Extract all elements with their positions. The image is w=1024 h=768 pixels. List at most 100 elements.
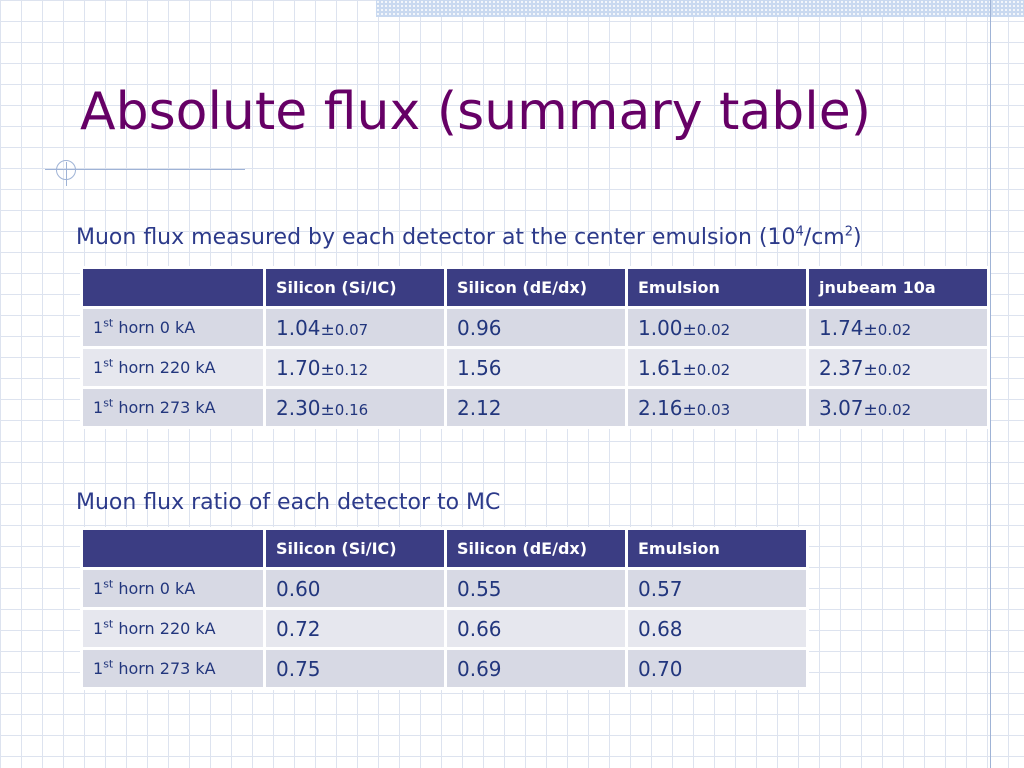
row-label-text: horn 0 kA — [113, 579, 196, 598]
cell-error: 0.02 — [696, 320, 731, 339]
flux-table-header-jnubeam: jnubeam 10a — [809, 269, 987, 306]
table-cell: 1.04±0.07 — [266, 309, 444, 346]
table1-caption-main: Muon flux measured by each detector at t… — [76, 225, 796, 250]
table-cell: 0.75 — [266, 650, 444, 687]
row-label: 1st horn 0 kA — [83, 570, 263, 607]
cell-value: 1.00 — [638, 315, 683, 340]
table1-caption-end: ) — [853, 225, 862, 250]
cell-error: 0.12 — [334, 360, 369, 379]
plus-minus: ± — [682, 359, 697, 380]
table1-caption: Muon flux measured by each detector at t… — [76, 225, 862, 250]
row-label-ordinal: 1 — [93, 619, 104, 638]
row-label-ordinal: 1 — [93, 659, 104, 678]
table-cell: 0.57 — [628, 570, 806, 607]
row-label-text: horn 220 kA — [113, 619, 216, 638]
ratio-table-header-si-dedx: Silicon (dE/dx) — [447, 530, 625, 567]
ratio-table-header-blank — [83, 530, 263, 567]
cell-error: 0.02 — [877, 400, 912, 419]
table-cell: 0.55 — [447, 570, 625, 607]
ratio-table: Silicon (Si/IC) Silicon (dE/dx) Emulsion… — [80, 527, 809, 690]
table-cell: 0.68 — [628, 610, 806, 647]
table-cell: 1.74±0.02 — [809, 309, 987, 346]
title-underline-decoration — [45, 169, 245, 170]
row-label: 1st horn 273 kA — [83, 650, 263, 687]
cell-error: 0.02 — [696, 360, 731, 379]
cell-error: 0.16 — [334, 400, 369, 419]
row-label: 1st horn 0 kA — [83, 309, 263, 346]
row-label-suffix: st — [103, 396, 114, 410]
row-label-ordinal: 1 — [93, 579, 104, 598]
plus-minus: ± — [320, 399, 335, 420]
table-cell: 0.60 — [266, 570, 444, 607]
cell-value: 1.04 — [276, 315, 321, 340]
row-label-text: horn 273 kA — [113, 398, 216, 417]
table-row: 1st horn 273 kA 0.75 0.69 0.70 — [83, 650, 806, 687]
plus-minus: ± — [320, 319, 335, 340]
table2-caption: Muon flux ratio of each detector to MC — [76, 490, 501, 515]
ratio-table-header-si-ic: Silicon (Si/IC) — [266, 530, 444, 567]
cell-error: 0.07 — [334, 320, 369, 339]
table-cell: 2.12 — [447, 389, 625, 426]
corner-pattern-decoration — [376, 0, 1024, 17]
table-cell: 0.66 — [447, 610, 625, 647]
row-label-text: horn 0 kA — [113, 318, 196, 337]
table1-caption-exponent-1: 4 — [795, 224, 804, 240]
row-label: 1st horn 273 kA — [83, 389, 263, 426]
vertical-rule-decoration — [990, 0, 991, 768]
row-label-suffix: st — [103, 617, 114, 631]
table-cell: 1.70±0.12 — [266, 349, 444, 386]
cell-value: 3.07 — [819, 395, 864, 420]
table-row: 1st horn 220 kA 0.72 0.66 0.68 — [83, 610, 806, 647]
row-label-suffix: st — [103, 316, 114, 330]
table-row: 1st horn 0 kA 1.04±0.07 0.96 1.00±0.02 1… — [83, 309, 987, 346]
flux-table-header-emulsion: Emulsion — [628, 269, 806, 306]
flux-table-header-row: Silicon (Si/IC) Silicon (dE/dx) Emulsion… — [83, 269, 987, 306]
row-label: 1st horn 220 kA — [83, 349, 263, 386]
cell-value: 2.16 — [638, 395, 683, 420]
flux-table-header-si-dedx: Silicon (dE/dx) — [447, 269, 625, 306]
table-cell: 2.37±0.02 — [809, 349, 987, 386]
plus-minus: ± — [863, 399, 878, 420]
cell-value: 2.37 — [819, 355, 864, 380]
table-cell: 1.00±0.02 — [628, 309, 806, 346]
table1-caption-mid: /cm — [803, 225, 845, 250]
table-cell: 0.72 — [266, 610, 444, 647]
cell-error: 0.02 — [877, 320, 912, 339]
cell-value: 2.30 — [276, 395, 321, 420]
cell-value: 1.70 — [276, 355, 321, 380]
table-cell: 1.61±0.02 — [628, 349, 806, 386]
row-label-text: horn 220 kA — [113, 358, 216, 377]
flux-table-header-blank — [83, 269, 263, 306]
cell-error: 0.03 — [696, 400, 731, 419]
plus-minus: ± — [320, 359, 335, 380]
plus-minus: ± — [863, 319, 878, 340]
row-label-text: horn 273 kA — [113, 659, 216, 678]
table-cell: 3.07±0.02 — [809, 389, 987, 426]
ratio-table-header-emulsion: Emulsion — [628, 530, 806, 567]
table-cell: 0.96 — [447, 309, 625, 346]
row-label-suffix: st — [103, 356, 114, 370]
ratio-table-header-row: Silicon (Si/IC) Silicon (dE/dx) Emulsion — [83, 530, 806, 567]
table-cell: 0.70 — [628, 650, 806, 687]
row-label-suffix: st — [103, 577, 114, 591]
cell-error: 0.02 — [877, 360, 912, 379]
table-cell: 0.69 — [447, 650, 625, 687]
cell-value: 1.74 — [819, 315, 864, 340]
cell-value: 1.61 — [638, 355, 683, 380]
flux-table: Silicon (Si/IC) Silicon (dE/dx) Emulsion… — [80, 266, 990, 429]
circle-stub-decoration — [66, 162, 67, 186]
plus-minus: ± — [863, 359, 878, 380]
plus-minus: ± — [682, 399, 697, 420]
cell-value: 1.56 — [457, 355, 502, 380]
row-label-ordinal: 1 — [93, 318, 104, 337]
row-label-suffix: st — [103, 657, 114, 671]
cell-value: 0.96 — [457, 315, 502, 340]
row-label: 1st horn 220 kA — [83, 610, 263, 647]
table-row: 1st horn 273 kA 2.30±0.16 2.12 2.16±0.03… — [83, 389, 987, 426]
table-cell: 2.30±0.16 — [266, 389, 444, 426]
table-row: 1st horn 0 kA 0.60 0.55 0.57 — [83, 570, 806, 607]
table1-caption-exponent-2: 2 — [844, 224, 854, 240]
table-row: 1st horn 220 kA 1.70±0.12 1.56 1.61±0.02… — [83, 349, 987, 386]
row-label-ordinal: 1 — [93, 398, 104, 417]
table-cell: 1.56 — [447, 349, 625, 386]
